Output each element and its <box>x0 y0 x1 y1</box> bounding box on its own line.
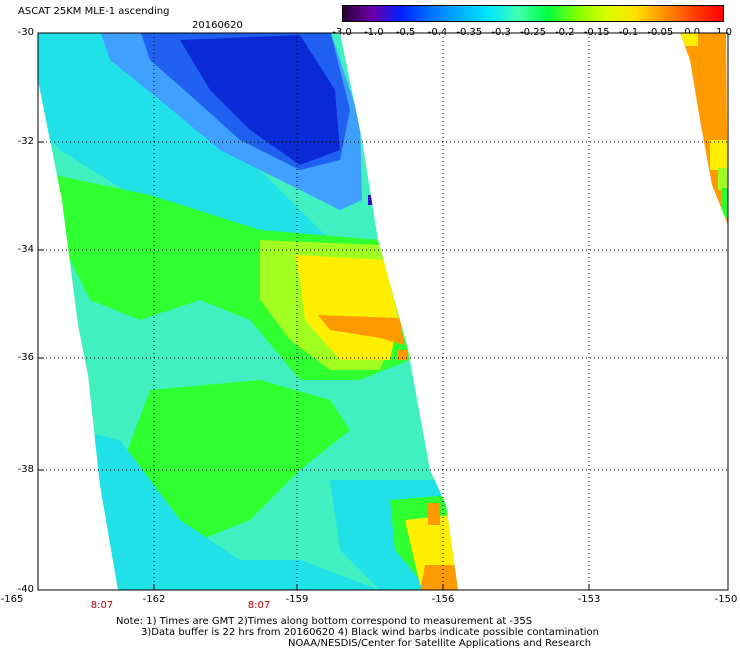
map-date: 20160620 <box>192 20 243 31</box>
longitude-label: -159 <box>285 594 309 605</box>
note-line-1: Note: 1) Times are GMT 2)Times along bot… <box>116 616 533 627</box>
data-field-patch <box>398 350 408 360</box>
data-field-patch <box>180 35 340 165</box>
note-line-3: NOAA/NESDIS/Center for Satellite Applica… <box>288 638 592 649</box>
latitude-label: -38 <box>17 464 34 475</box>
latitude-label: -34 <box>17 244 34 255</box>
longitude-label: -153 <box>577 594 601 605</box>
data-field-patch <box>680 33 698 46</box>
longitude-label: -165 <box>0 594 24 605</box>
data-field-patch <box>718 168 728 190</box>
data-field-patch <box>318 315 404 345</box>
right-swath-data <box>680 33 728 225</box>
longitude-label: -150 <box>714 594 738 605</box>
data-field-patch <box>428 503 440 525</box>
swath-data <box>38 33 458 590</box>
time-label-left: 8:07 <box>90 600 114 611</box>
map-title: ASCAT 25KM MLE-1 ascending <box>18 6 170 17</box>
data-field-patch <box>368 195 376 205</box>
data-field-patch <box>722 188 728 218</box>
data-field-patch <box>38 420 380 590</box>
latitude-label: -30 <box>17 27 34 38</box>
latitude-label: -40 <box>17 584 34 595</box>
longitude-label: -162 <box>142 594 166 605</box>
data-field-patch <box>710 140 728 170</box>
data-field-patch <box>420 565 458 590</box>
data-field-patch <box>38 33 330 240</box>
latitude-label: -36 <box>17 352 34 363</box>
data-field-patch <box>120 380 350 540</box>
colorbar <box>342 5 724 22</box>
longitude-label: -156 <box>431 594 455 605</box>
latitude-label: -32 <box>17 136 34 147</box>
note-line-2: 3)Data buffer is 22 hrs from 20160620 4)… <box>141 627 599 638</box>
time-label-center: 8:07 <box>247 600 271 611</box>
